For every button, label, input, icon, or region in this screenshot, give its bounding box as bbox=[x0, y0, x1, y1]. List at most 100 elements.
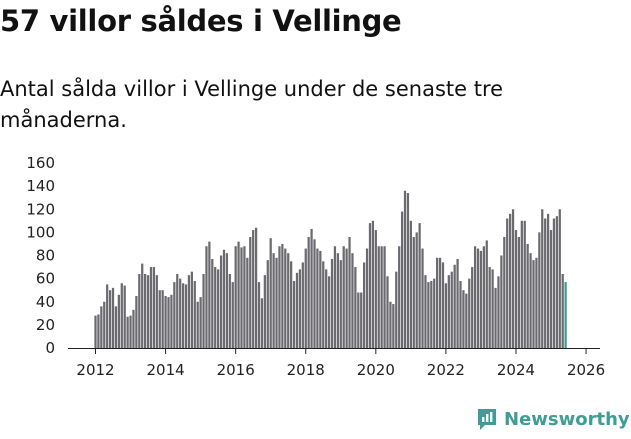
bar bbox=[509, 213, 512, 349]
bar bbox=[234, 246, 237, 348]
bar bbox=[546, 213, 550, 349]
bar bbox=[325, 269, 328, 349]
bar bbox=[468, 278, 471, 349]
bar bbox=[473, 246, 477, 348]
bar bbox=[184, 284, 188, 348]
bar bbox=[336, 253, 339, 348]
bar bbox=[383, 246, 386, 348]
bar bbox=[330, 258, 334, 348]
bar bbox=[427, 282, 430, 348]
bar bbox=[164, 295, 167, 348]
bar bbox=[363, 262, 366, 348]
bar bbox=[514, 230, 518, 348]
bar bbox=[360, 292, 363, 348]
bar bbox=[436, 257, 439, 348]
bar bbox=[409, 220, 412, 348]
bar-highlight bbox=[564, 282, 567, 348]
x-tick-label: 2018 bbox=[287, 361, 325, 379]
bar bbox=[313, 239, 316, 348]
bar bbox=[149, 267, 153, 348]
bar bbox=[558, 209, 561, 348]
bar bbox=[327, 276, 331, 348]
bar bbox=[392, 304, 395, 348]
bar bbox=[552, 218, 556, 348]
bar bbox=[252, 230, 255, 348]
bar bbox=[301, 262, 304, 348]
bar bbox=[456, 258, 459, 348]
bar bbox=[141, 263, 144, 348]
bar bbox=[228, 274, 231, 348]
bar bbox=[430, 280, 433, 348]
bar bbox=[491, 269, 494, 349]
y-tick-label: 40 bbox=[36, 293, 55, 311]
bar bbox=[287, 253, 290, 348]
bar bbox=[400, 211, 404, 348]
bar bbox=[266, 260, 269, 349]
bar bbox=[415, 232, 418, 349]
bar bbox=[520, 220, 523, 348]
bar bbox=[240, 247, 243, 348]
bar bbox=[152, 267, 156, 348]
bar bbox=[158, 290, 161, 348]
bar bbox=[374, 230, 377, 348]
bar bbox=[97, 314, 100, 348]
bar bbox=[222, 249, 226, 348]
bar bbox=[290, 261, 293, 348]
bar bbox=[532, 260, 535, 349]
bar bbox=[494, 287, 497, 349]
bar bbox=[549, 230, 553, 348]
bar bbox=[211, 258, 214, 348]
bar bbox=[117, 294, 120, 348]
bar bbox=[144, 274, 147, 348]
bar bbox=[307, 237, 310, 348]
bar bbox=[187, 275, 191, 348]
x-tick-label: 2012 bbox=[76, 361, 114, 379]
bar bbox=[348, 237, 351, 348]
bar bbox=[488, 267, 491, 348]
y-tick-label: 160 bbox=[26, 154, 55, 172]
bar bbox=[479, 250, 483, 349]
bar bbox=[453, 264, 456, 348]
bar bbox=[167, 297, 170, 349]
y-tick-label: 0 bbox=[45, 339, 55, 357]
bar bbox=[386, 276, 389, 348]
bar bbox=[225, 253, 229, 348]
bar bbox=[246, 257, 249, 348]
bar bbox=[269, 238, 272, 348]
bar bbox=[351, 253, 354, 348]
bar bbox=[339, 260, 342, 349]
bar bbox=[345, 248, 348, 348]
bar bbox=[523, 220, 526, 348]
x-tick-label: 2020 bbox=[357, 361, 395, 379]
bar bbox=[555, 216, 558, 348]
bar bbox=[193, 280, 196, 348]
newsworthy-logo-icon bbox=[478, 409, 496, 430]
bar bbox=[368, 223, 372, 348]
bar bbox=[450, 271, 453, 348]
bar bbox=[541, 209, 544, 348]
bar bbox=[208, 241, 211, 348]
bar bbox=[257, 282, 261, 348]
bar bbox=[275, 257, 278, 348]
bar bbox=[406, 193, 410, 348]
bar bbox=[398, 246, 401, 348]
bar bbox=[319, 250, 322, 349]
bar bbox=[447, 275, 450, 348]
y-tick-label: 120 bbox=[26, 200, 55, 218]
bar bbox=[126, 316, 129, 348]
bar bbox=[380, 246, 383, 348]
page-title: 57 villor såldes i Vellinge bbox=[0, 4, 402, 38]
x-tick-label: 2024 bbox=[497, 361, 535, 379]
bar bbox=[196, 301, 199, 348]
bar bbox=[529, 253, 532, 348]
page-subtitle: Antal sålda villor i Vellinge under de s… bbox=[0, 77, 504, 132]
bar bbox=[538, 232, 541, 349]
y-tick-label: 100 bbox=[26, 223, 55, 241]
bar bbox=[412, 237, 415, 348]
bar bbox=[444, 283, 448, 348]
brand-logo: Newsworthy bbox=[476, 407, 630, 431]
bar bbox=[100, 306, 103, 349]
bar bbox=[418, 223, 421, 348]
x-tick-label: 2026 bbox=[567, 361, 605, 379]
bar bbox=[284, 248, 287, 348]
